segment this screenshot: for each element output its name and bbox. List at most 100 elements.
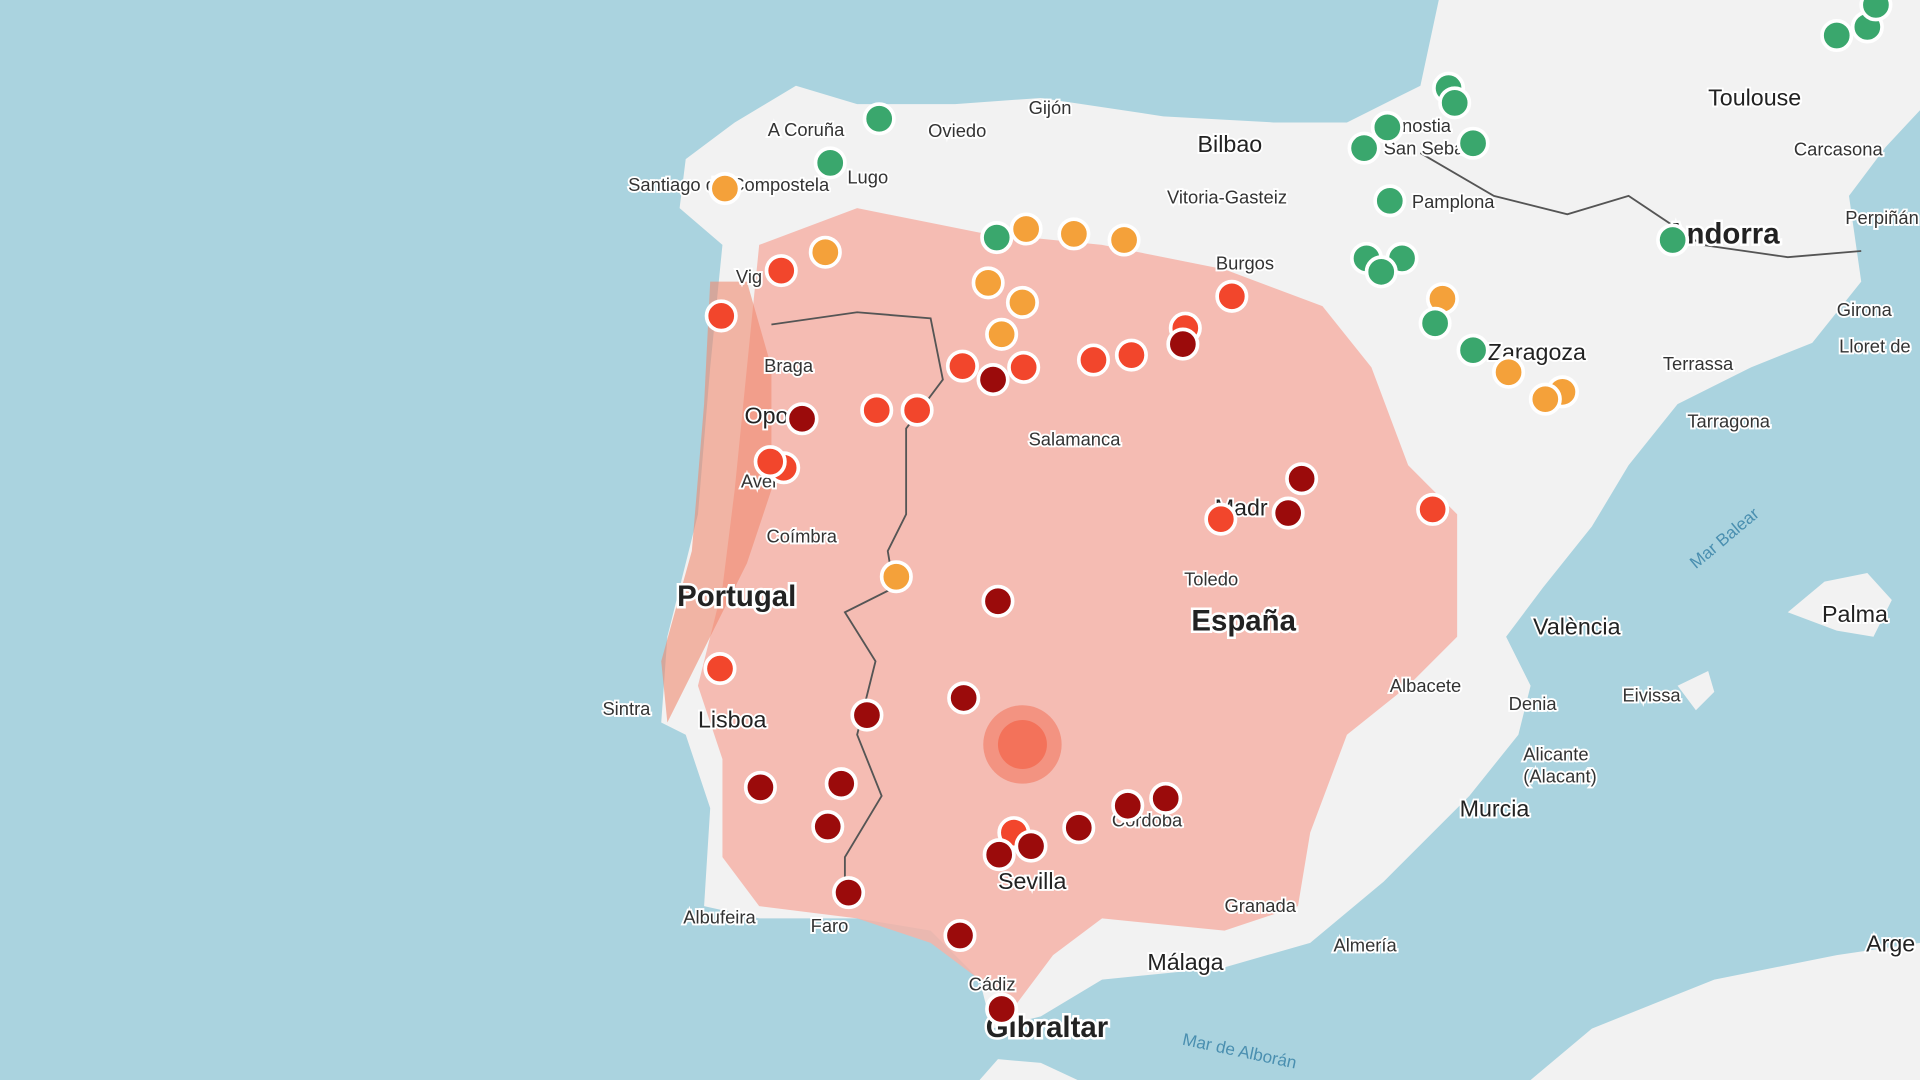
station-marker[interactable] (971, 266, 1005, 300)
station-marker[interactable] (985, 992, 1019, 1026)
station-marker[interactable] (945, 349, 979, 383)
station-marker[interactable] (1456, 126, 1490, 160)
city-label: Almería (1333, 934, 1397, 955)
city-label: Sevilla (998, 868, 1067, 894)
africa-land (1530, 942, 1920, 1080)
station-marker[interactable] (1014, 829, 1048, 863)
country-label: Portugal (677, 580, 796, 613)
station-marker[interactable] (1149, 781, 1183, 815)
city-label: Albufeira (683, 906, 756, 927)
station-marker[interactable] (704, 299, 738, 333)
city-label: Granada (1224, 895, 1296, 916)
city-label: A Coruña (768, 119, 845, 140)
city-label: Opo (744, 403, 788, 429)
city-label: Faro (811, 915, 849, 936)
station-marker[interactable] (824, 767, 858, 801)
station-marker[interactable] (1656, 223, 1690, 257)
mallorca (1787, 573, 1892, 637)
station-marker[interactable] (1057, 217, 1091, 251)
border-fr-es (1419, 152, 1862, 259)
station-marker[interactable] (981, 584, 1015, 618)
city-label: Sintra (602, 698, 651, 719)
station-marker[interactable] (947, 681, 981, 715)
city-label: Vig (736, 266, 762, 287)
station-marker[interactable] (708, 172, 742, 206)
station-marker[interactable] (1271, 496, 1305, 530)
station-marker[interactable] (879, 560, 913, 594)
station-marker[interactable] (943, 918, 977, 953)
city-label: Burgos (1216, 252, 1274, 273)
station-marker[interactable] (1373, 184, 1407, 218)
labels: A Coruña Gijón Oviedo Lugo Santiago de C… (601, 82, 1920, 1073)
station-marker[interactable] (982, 838, 1016, 872)
station-marker[interactable] (1438, 86, 1472, 120)
city-label: Braga (764, 355, 814, 376)
city-label: Arge (1866, 930, 1915, 956)
city-label: Vitoria-Gasteiz (1167, 186, 1287, 207)
station-marker[interactable] (1114, 338, 1148, 372)
station-marker[interactable] (860, 393, 894, 427)
station-marker[interactable] (753, 445, 787, 479)
city-label: Salamanca (1029, 429, 1122, 450)
station-marker[interactable] (1005, 285, 1039, 319)
city-label: Eivissa (1622, 685, 1681, 706)
station-marker[interactable] (1009, 212, 1043, 246)
station-marker[interactable] (1204, 502, 1238, 536)
city-label: Tarragona (1687, 410, 1770, 431)
station-marker[interactable] (1456, 333, 1490, 367)
city-label: Carcasona (1794, 139, 1884, 160)
station-marker[interactable] (985, 317, 1019, 351)
station-marker[interactable] (1107, 223, 1141, 257)
station-marker[interactable] (976, 363, 1010, 397)
station-marker[interactable] (1062, 811, 1096, 845)
station-marker[interactable] (1364, 255, 1398, 289)
station-marker[interactable] (1370, 110, 1404, 144)
city-label: Coímbra (767, 525, 838, 546)
city-label: Lisboa (698, 706, 767, 732)
city-label: Pamplona (1412, 191, 1495, 212)
station-marker[interactable] (1528, 382, 1562, 416)
station-marker[interactable] (1285, 462, 1319, 496)
station-marker[interactable] (1416, 492, 1450, 526)
city-label: Lloret de (1839, 336, 1910, 357)
station-marker[interactable] (832, 876, 866, 910)
station-marker[interactable] (1111, 789, 1145, 823)
station-marker[interactable] (1492, 355, 1526, 389)
station-marker[interactable] (1007, 350, 1041, 384)
city-label: nostia (1402, 115, 1452, 136)
city-label: Gijón (1029, 97, 1072, 118)
city-label: Perpiñán (1845, 207, 1919, 228)
ibiza (1677, 671, 1715, 711)
station-marker[interactable] (1166, 327, 1200, 361)
station-marker[interactable] (764, 254, 798, 288)
station-marker[interactable] (850, 698, 884, 732)
city-label: Cádiz (969, 974, 1016, 995)
sea-label: Mar de Alborán (1181, 1029, 1299, 1073)
city-label: València (1533, 613, 1621, 639)
station-marker[interactable] (1347, 131, 1381, 165)
city-label: Málaga (1147, 949, 1223, 975)
city-label: Albacete (1390, 675, 1461, 696)
city-label: Alicante (Alacant) (1523, 743, 1596, 786)
station-marker[interactable] (1859, 0, 1893, 22)
station-marker[interactable] (785, 402, 819, 436)
station-marker[interactable] (1820, 18, 1854, 53)
city-label: Terrassa (1663, 353, 1734, 374)
station-marker[interactable] (811, 810, 845, 844)
station-marker[interactable] (703, 652, 737, 686)
markers (703, 0, 1893, 1026)
station-marker[interactable] (813, 146, 847, 180)
station-marker[interactable] (862, 102, 896, 136)
station-marker[interactable] (808, 235, 842, 269)
station-marker[interactable] (980, 221, 1014, 255)
station-marker[interactable] (743, 770, 777, 804)
location-dot (997, 720, 1047, 769)
station-marker[interactable] (1215, 279, 1249, 313)
country-label: España (1191, 605, 1296, 638)
city-label: Palma (1822, 601, 1888, 627)
city-label: Bilbao (1198, 131, 1263, 157)
station-marker[interactable] (900, 393, 934, 427)
city-label: Murcia (1460, 796, 1530, 822)
station-marker[interactable] (1418, 306, 1452, 340)
station-marker[interactable] (1076, 343, 1111, 377)
